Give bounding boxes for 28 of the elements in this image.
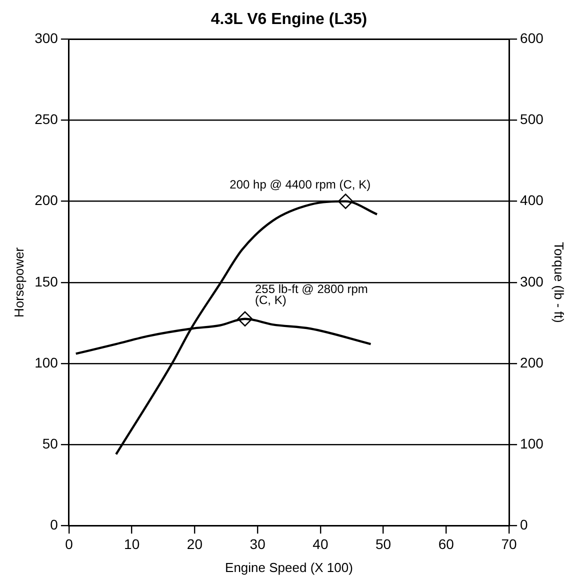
x-tick-label: 40 xyxy=(312,536,328,552)
y-tick-label: 0 xyxy=(50,516,58,532)
y2-tick-label: 300 xyxy=(520,273,544,290)
y-tick-label: 50 xyxy=(42,435,58,452)
x-tick-label: 20 xyxy=(186,536,203,552)
y2-tick-label: 100 xyxy=(520,435,544,452)
x-tick-label: 0 xyxy=(65,536,74,552)
y2-tick-label: 500 xyxy=(520,111,544,128)
annotation: 255 lb-ft @ 2800 rpm (C, K) xyxy=(254,282,368,308)
y2-tick-label: 200 xyxy=(520,354,544,370)
x-tick-label: 10 xyxy=(124,536,140,552)
x-tick-label: 60 xyxy=(438,536,454,552)
y2-tick-label: 400 xyxy=(520,192,544,208)
y2-tick-label: 0 xyxy=(520,516,528,532)
x-tick-label: 50 xyxy=(376,536,392,552)
y-tick-label: 150 xyxy=(34,273,58,290)
y-tick-label: 250 xyxy=(34,111,58,128)
y2-axis-title: Torque (lb - ft) xyxy=(552,242,567,323)
annotation: 200 hp @ 4400 rpm (C, K) xyxy=(230,178,371,192)
y-tick-label: 100 xyxy=(34,354,58,370)
y-axis-title: Horsepower xyxy=(11,246,26,318)
x-tick-label: 70 xyxy=(501,536,518,552)
y-tick-label: 200 xyxy=(34,192,58,208)
chart-title: 4.3L V6 Engine (L35) xyxy=(210,11,368,28)
x-axis-title: Engine Speed (X 100) xyxy=(225,560,353,575)
y-tick-label: 300 xyxy=(34,30,58,46)
y2-tick-label: 600 xyxy=(520,30,544,46)
x-tick-label: 30 xyxy=(250,536,266,552)
